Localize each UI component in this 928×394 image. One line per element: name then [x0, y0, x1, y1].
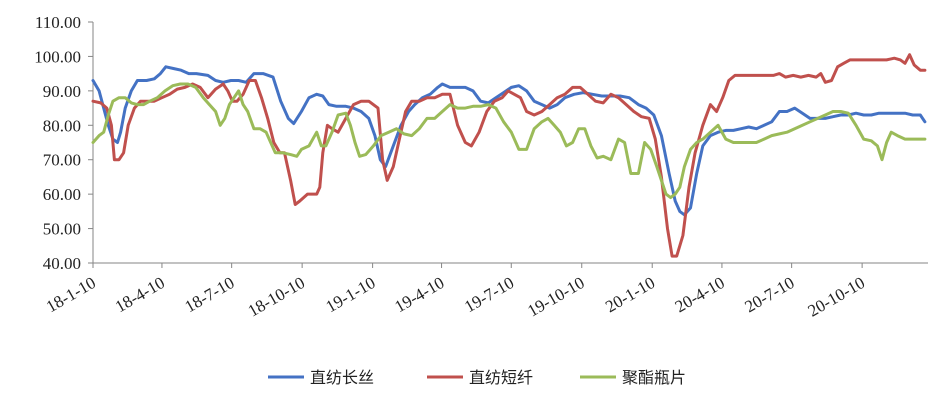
- legend-label-1: 直纺长丝: [310, 368, 374, 387]
- x-tick-label: 20-7-10: [742, 273, 798, 316]
- legend-label-2: 直纺短纤: [469, 368, 533, 387]
- y-tick-label: 90.00: [43, 82, 81, 101]
- x-tick-label: 20-10-10: [805, 273, 868, 321]
- x-tick-label: 20-4-10: [672, 273, 728, 316]
- series-line-1: [91, 65, 927, 217]
- y-tick-label: 80.00: [43, 116, 81, 135]
- y-tick-label: 40.00: [43, 254, 81, 273]
- x-tick-label: 18-7-10: [182, 273, 238, 316]
- legend-label-3: 聚酯瓶片: [622, 368, 686, 387]
- x-axis: 18-1-10 18-4-10 18-7-10 18-10-10 19-1-10 19-4…: [43, 262, 928, 321]
- x-tick-label: 18-4-10: [112, 273, 168, 316]
- x-tick-label: 18-1-10: [43, 273, 99, 316]
- y-axis: 40.00 50.00 60.00 70.00 80.00 90.00 100.00 110.…: [34, 13, 94, 273]
- x-tick-label: 19-4-10: [391, 273, 447, 316]
- legend: 直纺长丝 直纺短纤 聚酯瓶片: [268, 368, 686, 387]
- x-tick-label: 20-1-10: [602, 273, 658, 316]
- y-tick-label: 50.00: [43, 220, 81, 239]
- y-tick-label: 70.00: [43, 151, 81, 170]
- y-tick-label: 60.00: [43, 185, 81, 204]
- x-tick-label: 18-10-10: [245, 273, 308, 321]
- y-tick-label: 110.00: [35, 13, 81, 32]
- y-tick-label: 100.00: [34, 47, 81, 66]
- series-line-3: [91, 82, 927, 200]
- x-tick-label: 19-10-10: [524, 273, 587, 321]
- x-tick-label: 19-1-10: [322, 273, 378, 316]
- x-tick-label: 19-7-10: [461, 273, 517, 316]
- series-lines: [91, 53, 927, 258]
- series-line-2: [91, 53, 927, 258]
